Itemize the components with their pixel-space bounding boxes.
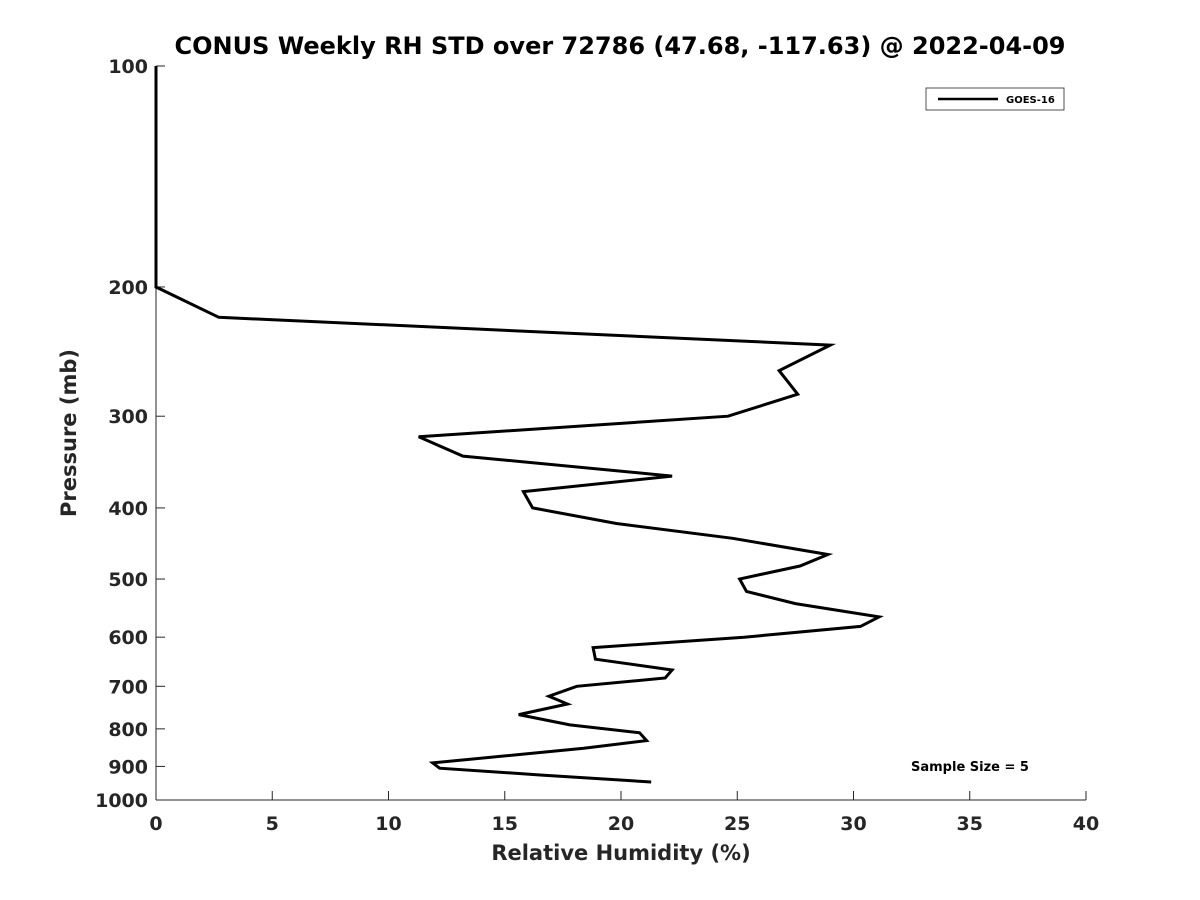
y-tick-label: 300 (108, 406, 148, 428)
x-tick-label: 35 (957, 813, 983, 835)
x-tick-label: 15 (492, 813, 518, 835)
y-tick-label: 800 (108, 719, 148, 741)
y-tick-label: 500 (108, 569, 148, 591)
x-tick-label: 40 (1073, 813, 1099, 835)
x-tick-label: 20 (608, 813, 634, 835)
y-tick-label: 400 (108, 498, 148, 520)
y-axis-label: Pressure (mb) (57, 349, 81, 517)
x-ticks: 0 5 10 15 20 25 30 35 40 (149, 791, 1099, 835)
y-tick-label: 600 (108, 627, 148, 649)
y-tick-label: 900 (108, 756, 148, 778)
y-tick-label: 700 (108, 676, 148, 698)
legend-label-goes-16: GOES-16 (1006, 95, 1055, 106)
y-tick-label: 200 (108, 277, 148, 299)
x-tick-label: 0 (149, 813, 162, 835)
sample-size-annotation: Sample Size = 5 (911, 760, 1029, 775)
x-tick-label: 25 (724, 813, 750, 835)
series-line-goes-16 (154, 66, 884, 784)
x-tick-label: 5 (266, 813, 279, 835)
y-ticks: 100 200 300 400 500 600 700 800 900 1000 (95, 56, 165, 812)
x-tick-label: 10 (375, 813, 401, 835)
y-tick-label: 1000 (95, 790, 148, 812)
legend: GOES-16 (925, 87, 1065, 111)
axes (155, 66, 1086, 801)
series-layer (154, 66, 884, 784)
y-tick-label: 100 (108, 56, 148, 78)
chart-title: CONUS Weekly RH STD over 72786 (47.68, -… (174, 32, 1065, 60)
x-axis-label: Relative Humidity (%) (491, 841, 750, 865)
x-tick-label: 30 (840, 813, 866, 835)
